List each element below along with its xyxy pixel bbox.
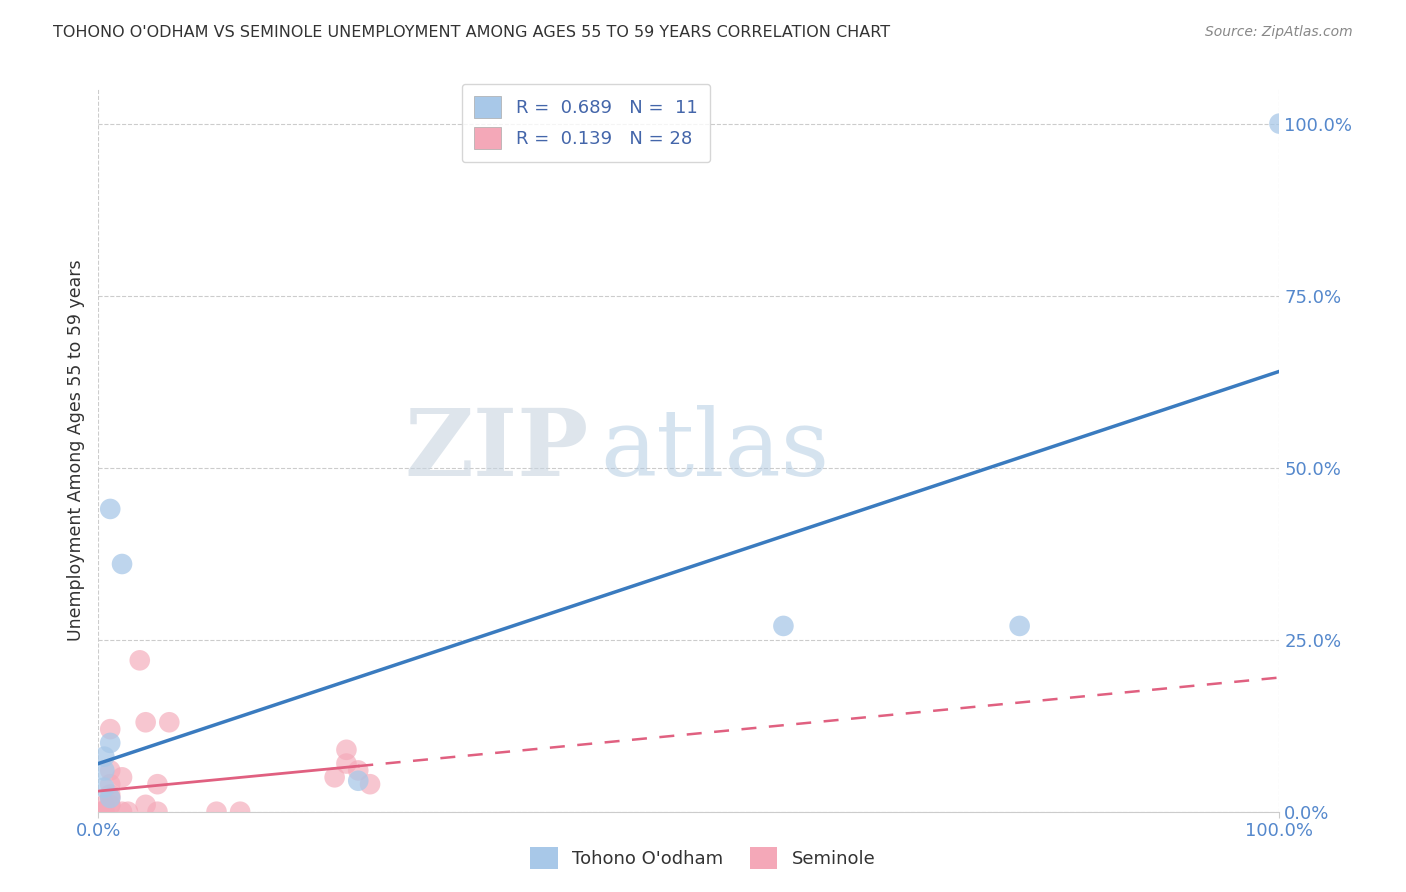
Point [98, 788, 121, 802]
Y-axis label: Unemployment Among Ages 55 to 59 years: Unemployment Among Ages 55 to 59 years [66, 260, 84, 641]
Point [146, 777, 169, 791]
Point [135, 715, 157, 730]
Point [87, 805, 110, 819]
Point [1268, 117, 1291, 131]
Point [98, 797, 121, 812]
Point [205, 805, 228, 819]
Legend: R =  0.689   N =  11, R =  0.139   N = 28: R = 0.689 N = 11, R = 0.139 N = 28 [461, 84, 710, 162]
Point [87, 805, 110, 819]
Point [98, 502, 121, 516]
Point [347, 773, 370, 788]
Point [229, 805, 252, 819]
Point [93, 780, 115, 795]
Point [359, 777, 381, 791]
Text: atlas: atlas [600, 406, 830, 495]
Point [93, 805, 115, 819]
Point [111, 770, 134, 784]
Point [98, 791, 121, 805]
Text: ZIP: ZIP [405, 406, 589, 495]
Point [135, 797, 157, 812]
Point [93, 805, 115, 819]
Point [335, 743, 357, 757]
Point [128, 653, 150, 667]
Point [93, 749, 115, 764]
Legend: Tohono O'odham, Seminole: Tohono O'odham, Seminole [522, 838, 884, 879]
Point [323, 770, 346, 784]
Point [98, 722, 121, 736]
Point [98, 791, 121, 805]
Text: Source: ZipAtlas.com: Source: ZipAtlas.com [1205, 25, 1353, 39]
Point [146, 805, 169, 819]
Point [335, 756, 357, 771]
Point [98, 736, 121, 750]
Point [98, 764, 121, 778]
Point [93, 797, 115, 812]
Point [98, 777, 121, 791]
Point [98, 797, 121, 812]
Point [111, 557, 134, 571]
Point [111, 805, 134, 819]
Point [1008, 619, 1031, 633]
Point [117, 805, 139, 819]
Text: TOHONO O'ODHAM VS SEMINOLE UNEMPLOYMENT AMONG AGES 55 TO 59 YEARS CORRELATION CH: TOHONO O'ODHAM VS SEMINOLE UNEMPLOYMENT … [53, 25, 890, 40]
Point [157, 715, 180, 730]
Point [347, 764, 370, 778]
Point [772, 619, 794, 633]
Point [93, 764, 115, 778]
